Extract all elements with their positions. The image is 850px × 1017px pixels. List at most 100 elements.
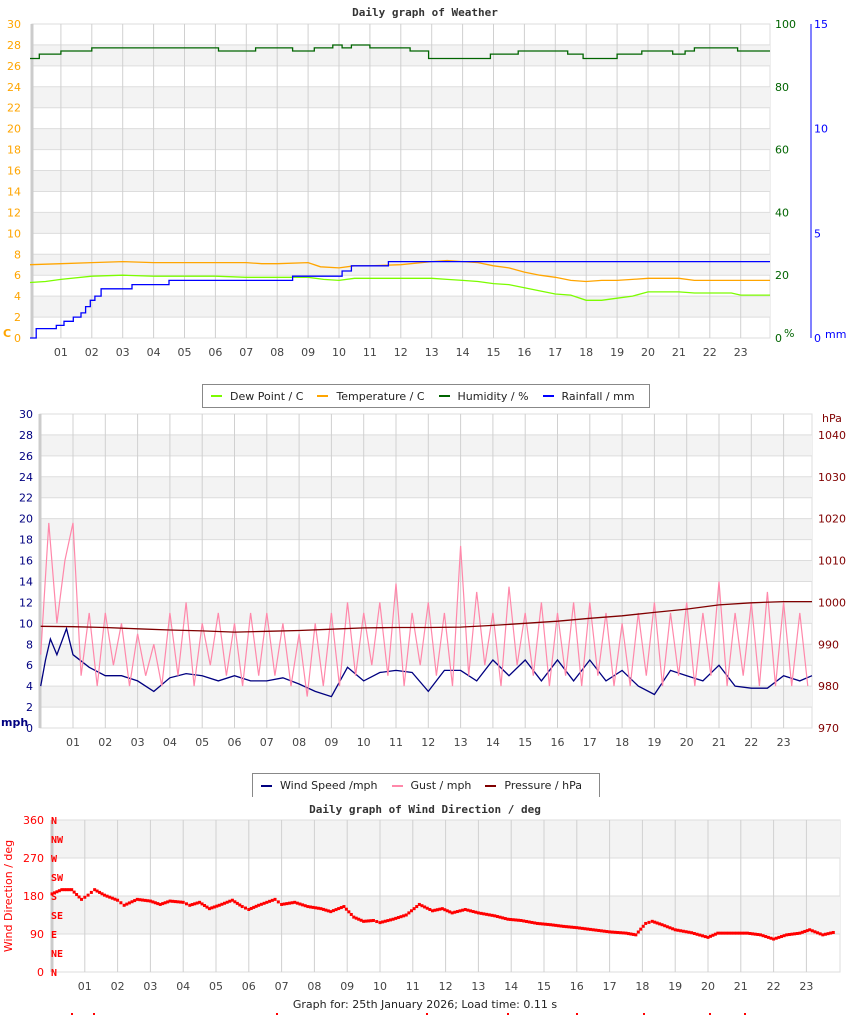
direction-point	[181, 900, 185, 904]
direction-point	[605, 930, 609, 934]
direction-point	[594, 928, 598, 932]
direction-point	[303, 904, 307, 908]
y-tick-label: 30	[19, 408, 33, 421]
direction-point	[371, 918, 375, 922]
direction-point	[168, 899, 172, 903]
direction-point	[644, 921, 648, 925]
direction-point	[381, 920, 385, 924]
direction-point	[514, 918, 518, 922]
direction-point	[347, 910, 351, 914]
direction-point	[737, 931, 741, 935]
direction-point	[293, 900, 297, 904]
x-tick-label: 20	[641, 346, 655, 359]
legend-item-gust: Gust / mph	[391, 779, 471, 792]
direction-point	[516, 918, 520, 922]
x-tick-label: 05	[209, 980, 223, 993]
direction-point	[679, 929, 683, 933]
direction-point	[671, 927, 675, 931]
direction-point	[485, 912, 489, 916]
direction-point	[238, 903, 242, 907]
y-tick-label: 4	[26, 680, 33, 693]
direction-point	[415, 905, 419, 909]
direction-point	[173, 900, 177, 904]
x-tick-label: 01	[54, 346, 68, 359]
direction-point	[724, 931, 728, 935]
x-tick-label: 08	[307, 980, 321, 993]
direction-point	[407, 911, 411, 915]
direction-point	[591, 928, 595, 932]
direction-point	[764, 935, 768, 939]
direction-point	[621, 931, 625, 935]
y-tick-label-right: 1000	[818, 596, 846, 609]
direction-point	[703, 935, 707, 939]
y-tick-label: 20	[19, 513, 33, 526]
x-tick-label: 14	[456, 346, 470, 359]
direction-point	[826, 932, 830, 936]
direction-point	[673, 928, 677, 932]
x-tick-label: 23	[799, 980, 813, 993]
direction-point	[665, 925, 669, 929]
grid-band	[40, 686, 812, 708]
direction-point	[821, 933, 825, 937]
direction-point	[190, 903, 194, 907]
direction-point	[766, 935, 770, 939]
x-tick-label: 09	[324, 736, 338, 749]
y-tick-label-rainfall: 10	[814, 123, 828, 136]
footer-marker-dot	[93, 1013, 95, 1015]
y-tick-label: 12	[19, 596, 33, 609]
y-tick-label: 0	[37, 966, 44, 979]
direction-point	[438, 907, 442, 911]
legend-label: Rainfall / mm	[561, 389, 635, 403]
y-tick-label: 0	[26, 722, 33, 735]
direction-point	[161, 902, 165, 906]
direction-point	[127, 901, 131, 905]
direction-point	[543, 922, 547, 926]
direction-point	[349, 912, 353, 916]
direction-point	[166, 900, 170, 904]
direction-point	[554, 923, 558, 927]
direction-point	[65, 888, 69, 892]
direction-point	[388, 918, 392, 922]
x-tick-label: 01	[78, 980, 92, 993]
direction-point	[394, 916, 398, 920]
direction-point	[200, 902, 204, 906]
y-tick-label: 30	[7, 18, 21, 31]
direction-point	[135, 897, 139, 901]
direction-point	[295, 901, 299, 905]
y-tick-label-right: 20	[775, 269, 789, 282]
direction-point	[790, 932, 794, 936]
x-tick-label: 23	[734, 346, 748, 359]
x-tick-label: 02	[85, 346, 99, 359]
direction-point	[141, 898, 145, 902]
y-axis-label-rainfall: mm	[825, 328, 846, 341]
direction-point	[133, 899, 137, 903]
direction-point	[113, 897, 117, 901]
direction-point	[265, 900, 269, 904]
direction-point	[803, 929, 807, 933]
direction-point	[479, 911, 483, 915]
direction-point	[100, 892, 104, 896]
direction-point	[198, 900, 202, 904]
direction-point	[805, 929, 809, 933]
footer-marker-dot	[276, 1013, 278, 1015]
direction-point	[663, 924, 667, 928]
direction-point	[684, 930, 688, 934]
direction-point	[352, 915, 356, 919]
direction-point	[110, 896, 114, 900]
direction-point	[498, 915, 502, 919]
direction-point	[493, 914, 497, 918]
direction-point	[119, 901, 123, 905]
direction-point	[660, 923, 664, 927]
x-tick-label: 06	[208, 346, 222, 359]
direction-point	[223, 901, 227, 905]
direction-point	[86, 893, 90, 897]
legend-item-rainfall: Rainfall / mm	[542, 389, 635, 403]
direction-point	[535, 921, 539, 925]
direction-point	[396, 916, 400, 920]
x-tick-label: 07	[260, 736, 274, 749]
direction-point	[399, 915, 403, 919]
direction-point	[301, 903, 305, 907]
direction-point	[575, 926, 579, 930]
direction-point	[602, 929, 606, 933]
